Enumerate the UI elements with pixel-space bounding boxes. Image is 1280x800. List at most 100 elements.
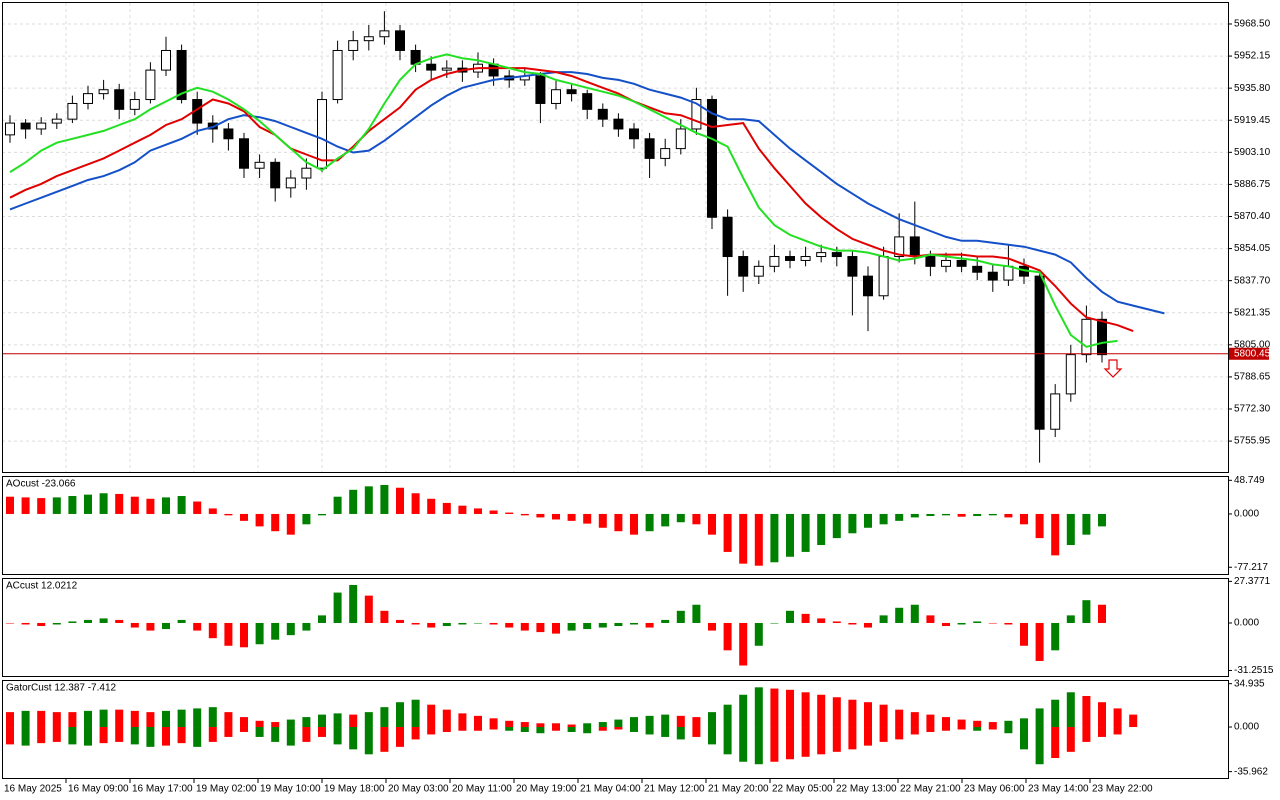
gator-bar xyxy=(21,727,30,746)
gator-bar xyxy=(318,727,326,737)
gator-bar xyxy=(614,719,623,728)
histogram-bar xyxy=(380,484,389,514)
histogram-bar xyxy=(193,622,202,631)
panel-title: AOcust -23.066 xyxy=(6,479,76,490)
y-tick-label: -77.217 xyxy=(1234,562,1268,573)
candle-body xyxy=(129,99,140,110)
histogram-bar xyxy=(754,513,763,566)
gator-bar xyxy=(552,727,560,731)
gator-bar xyxy=(692,727,701,737)
gator-bar xyxy=(786,727,794,760)
gator-bar xyxy=(286,719,295,728)
candle-body xyxy=(83,93,93,104)
histogram-bar xyxy=(364,486,373,514)
histogram-bar xyxy=(52,622,61,625)
candle-body xyxy=(270,161,281,189)
histogram-bar xyxy=(598,513,607,528)
histogram-bar xyxy=(848,622,857,625)
candle-body xyxy=(114,89,125,110)
histogram-bar xyxy=(255,513,264,527)
candle-body xyxy=(894,236,905,258)
candle-body xyxy=(98,89,109,95)
gator-bar xyxy=(52,727,61,742)
candle-body xyxy=(395,30,405,51)
gator-bar xyxy=(708,727,716,745)
gator-bar xyxy=(879,704,888,728)
candle-body xyxy=(613,118,624,130)
histogram-bar xyxy=(988,513,997,516)
histogram-bar xyxy=(411,622,420,625)
gator-bar xyxy=(661,714,670,728)
histogram-bar xyxy=(583,622,592,630)
candle-body xyxy=(363,36,374,42)
gator-bar xyxy=(988,727,997,730)
gator-bar xyxy=(630,717,638,728)
histogram-bar xyxy=(676,610,685,623)
histogram-bar xyxy=(146,622,155,631)
gator-bar xyxy=(411,699,420,728)
gator-bar xyxy=(130,727,139,745)
gator-bar xyxy=(302,717,311,728)
histogram-bar xyxy=(817,618,826,623)
gator-bar xyxy=(271,722,280,728)
gator-bar xyxy=(1066,692,1075,728)
gator-bar xyxy=(567,727,576,732)
sell-arrow xyxy=(1103,359,1123,378)
gator-bar xyxy=(208,707,217,728)
histogram-bar xyxy=(37,498,46,514)
gator-bar xyxy=(973,720,982,728)
histogram-bar xyxy=(864,513,872,528)
gator-bar xyxy=(723,704,732,728)
candle-body xyxy=(644,138,655,159)
histogram-bar xyxy=(1004,622,1013,625)
histogram-bar xyxy=(1082,513,1091,535)
histogram-bar xyxy=(723,622,732,651)
gator-bar xyxy=(505,727,514,731)
labels: 16 May 2025 16 May 09:00 16 May 17:00 19 Ma… xyxy=(4,19,1274,795)
gator-bar xyxy=(1020,718,1028,728)
gator-bar xyxy=(224,712,233,728)
histogram-bar xyxy=(614,622,623,627)
gator-bar xyxy=(864,702,872,728)
current-price-label: 5800.45 xyxy=(1234,348,1271,359)
histogram-bar xyxy=(1020,513,1028,525)
histogram-bar xyxy=(240,513,248,521)
y-tick-label: 0.000 xyxy=(1234,722,1259,733)
time-label: 22 May 13:00 xyxy=(836,784,897,795)
histogram-bar xyxy=(801,513,810,552)
histogram-bar xyxy=(474,622,482,624)
ac-panel xyxy=(2,578,1229,677)
histogram-bar xyxy=(224,513,233,516)
time-label: 19 May 02:00 xyxy=(196,784,257,795)
gator-bar xyxy=(84,710,92,728)
gator-bar xyxy=(708,712,716,728)
gator-bar xyxy=(364,712,373,728)
histogram-bar xyxy=(1035,513,1044,539)
y-tick-label: 5886.75 xyxy=(1234,179,1271,190)
candle-body xyxy=(1081,318,1092,356)
histogram-bar xyxy=(864,622,872,628)
gator-bar xyxy=(770,727,779,762)
histogram-bar xyxy=(770,513,779,563)
gator-bar xyxy=(1020,727,1028,750)
gator-bar xyxy=(68,712,77,728)
gator-bar xyxy=(21,710,30,728)
histogram-bar xyxy=(1004,513,1013,518)
candle-body xyxy=(145,69,156,101)
histogram-bar xyxy=(162,497,170,514)
histogram-bar xyxy=(396,619,404,623)
gator-bar xyxy=(1035,708,1044,728)
histogram-bar xyxy=(973,621,982,623)
candle-body xyxy=(1097,318,1107,356)
y-tick-label: 48.749 xyxy=(1234,475,1265,486)
gator-bar xyxy=(583,723,592,728)
histogram-bar xyxy=(99,493,108,514)
histogram-bar xyxy=(1082,600,1091,623)
histogram-bar xyxy=(536,513,545,518)
gator-bar xyxy=(6,727,14,745)
histogram-bar xyxy=(754,622,763,646)
gator-bar xyxy=(942,727,950,731)
y-tick-label: 0.000 xyxy=(1234,618,1259,629)
candle-body xyxy=(831,252,842,258)
